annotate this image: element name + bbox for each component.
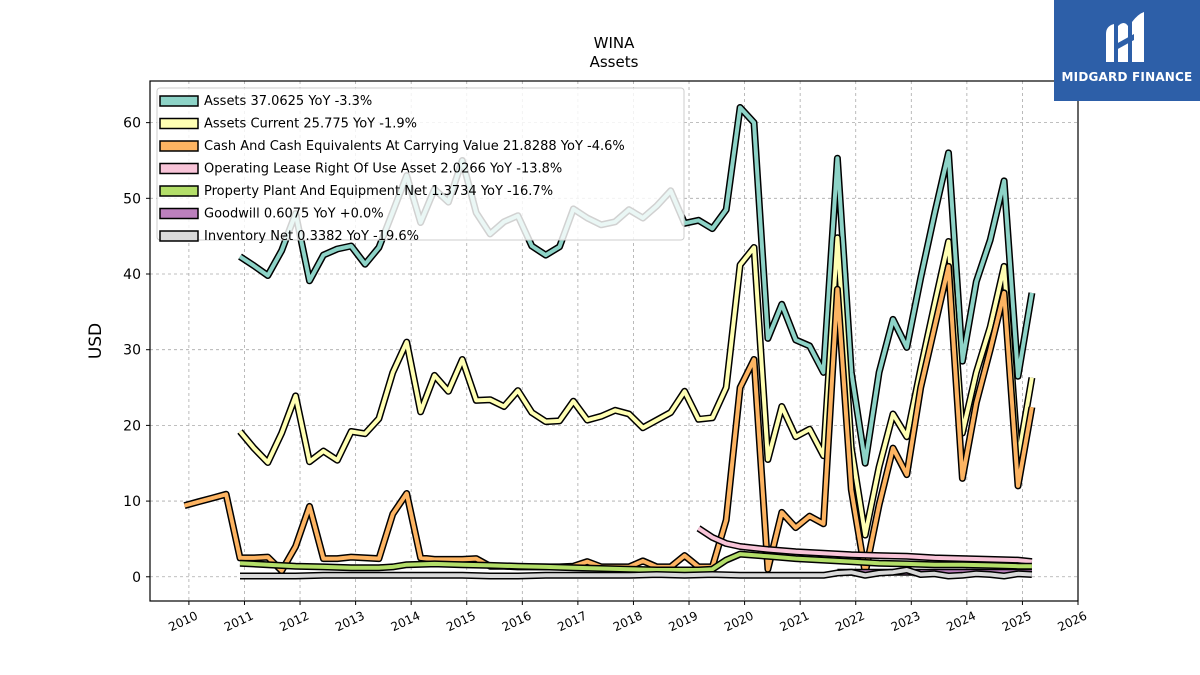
chart-subtitle: Assets [590,53,639,71]
series-outline-2 [183,262,1036,577]
legend-swatch [159,207,199,220]
legend-swatch [159,117,199,130]
y-tick-label: 10 [123,494,141,510]
x-tick-label: 2014 [389,609,423,635]
series-line-4 [239,552,1032,572]
legend-label: Inventory Net 0.3382 YoY -19.6% [204,229,419,244]
logo-text: MIDGARD FINANCE [1061,70,1193,84]
x-tick-label: 2022 [833,609,867,635]
x-tick-label: 2015 [444,609,478,635]
legend: Assets 37.0625 YoY -3.3% Assets Current 2… [156,87,685,244]
legend-label: Assets 37.0625 YoY -3.3% [204,94,372,109]
x-tick-label: 2012 [278,609,312,635]
x-tick-label: 2017 [555,609,589,635]
legend-swatch [159,230,199,242]
legend-swatch [159,162,199,175]
x-tick-label: 2020 [722,609,756,635]
series-lines [183,104,1036,580]
x-tick-label: 2024 [944,609,978,635]
x-tick-label: 2010 [166,609,200,635]
legend-label: Operating Lease Right Of Use Asset 2.026… [204,162,562,177]
x-tick-label: 2013 [333,609,367,635]
logo-mark-icon [1106,12,1144,62]
series-line-1 [238,235,1034,538]
series-line-3 [697,526,1033,564]
legend-swatch [159,140,199,152]
x-tick-label: 2023 [889,609,923,635]
series-outline-1 [237,234,1036,539]
x-tick-label: 2019 [667,609,701,635]
plot-frame [149,80,1079,602]
chart-title: WINA [594,34,635,52]
x-tick-label: 2021 [778,609,812,635]
x-tick-label: 2011 [222,609,256,635]
y-tick-label: 20 [123,418,141,434]
legend-label: Assets Current 25.775 YoY -1.9% [204,117,417,132]
y-tick-label: 30 [123,343,141,359]
series-line-6 [240,568,1033,578]
y-tick-label: 50 [123,191,141,207]
legend-box [156,87,685,241]
y-tick-label: 40 [123,267,141,283]
x-tick-label: 2026 [1056,609,1090,635]
y-tick-label: 0 [132,570,141,586]
legend-label: Cash And Cash Equivalents At Carrying Va… [204,139,625,154]
y-tick-label: 60 [123,116,141,132]
brand-logo: MIDGARD FINANCE [1054,0,1200,101]
legend-label: Goodwill 0.6075 YoY +0.0% [204,207,384,222]
x-tick-label: 2016 [500,609,534,635]
legend-swatch [159,185,199,197]
x-tick-label: 2025 [1000,609,1034,635]
legend-label: Property Plant And Equipment Net 1.3734 … [204,184,553,199]
y-axis-label: USD [86,323,106,359]
legend-swatch [159,95,199,107]
x-tick-label: 2018 [611,609,645,635]
